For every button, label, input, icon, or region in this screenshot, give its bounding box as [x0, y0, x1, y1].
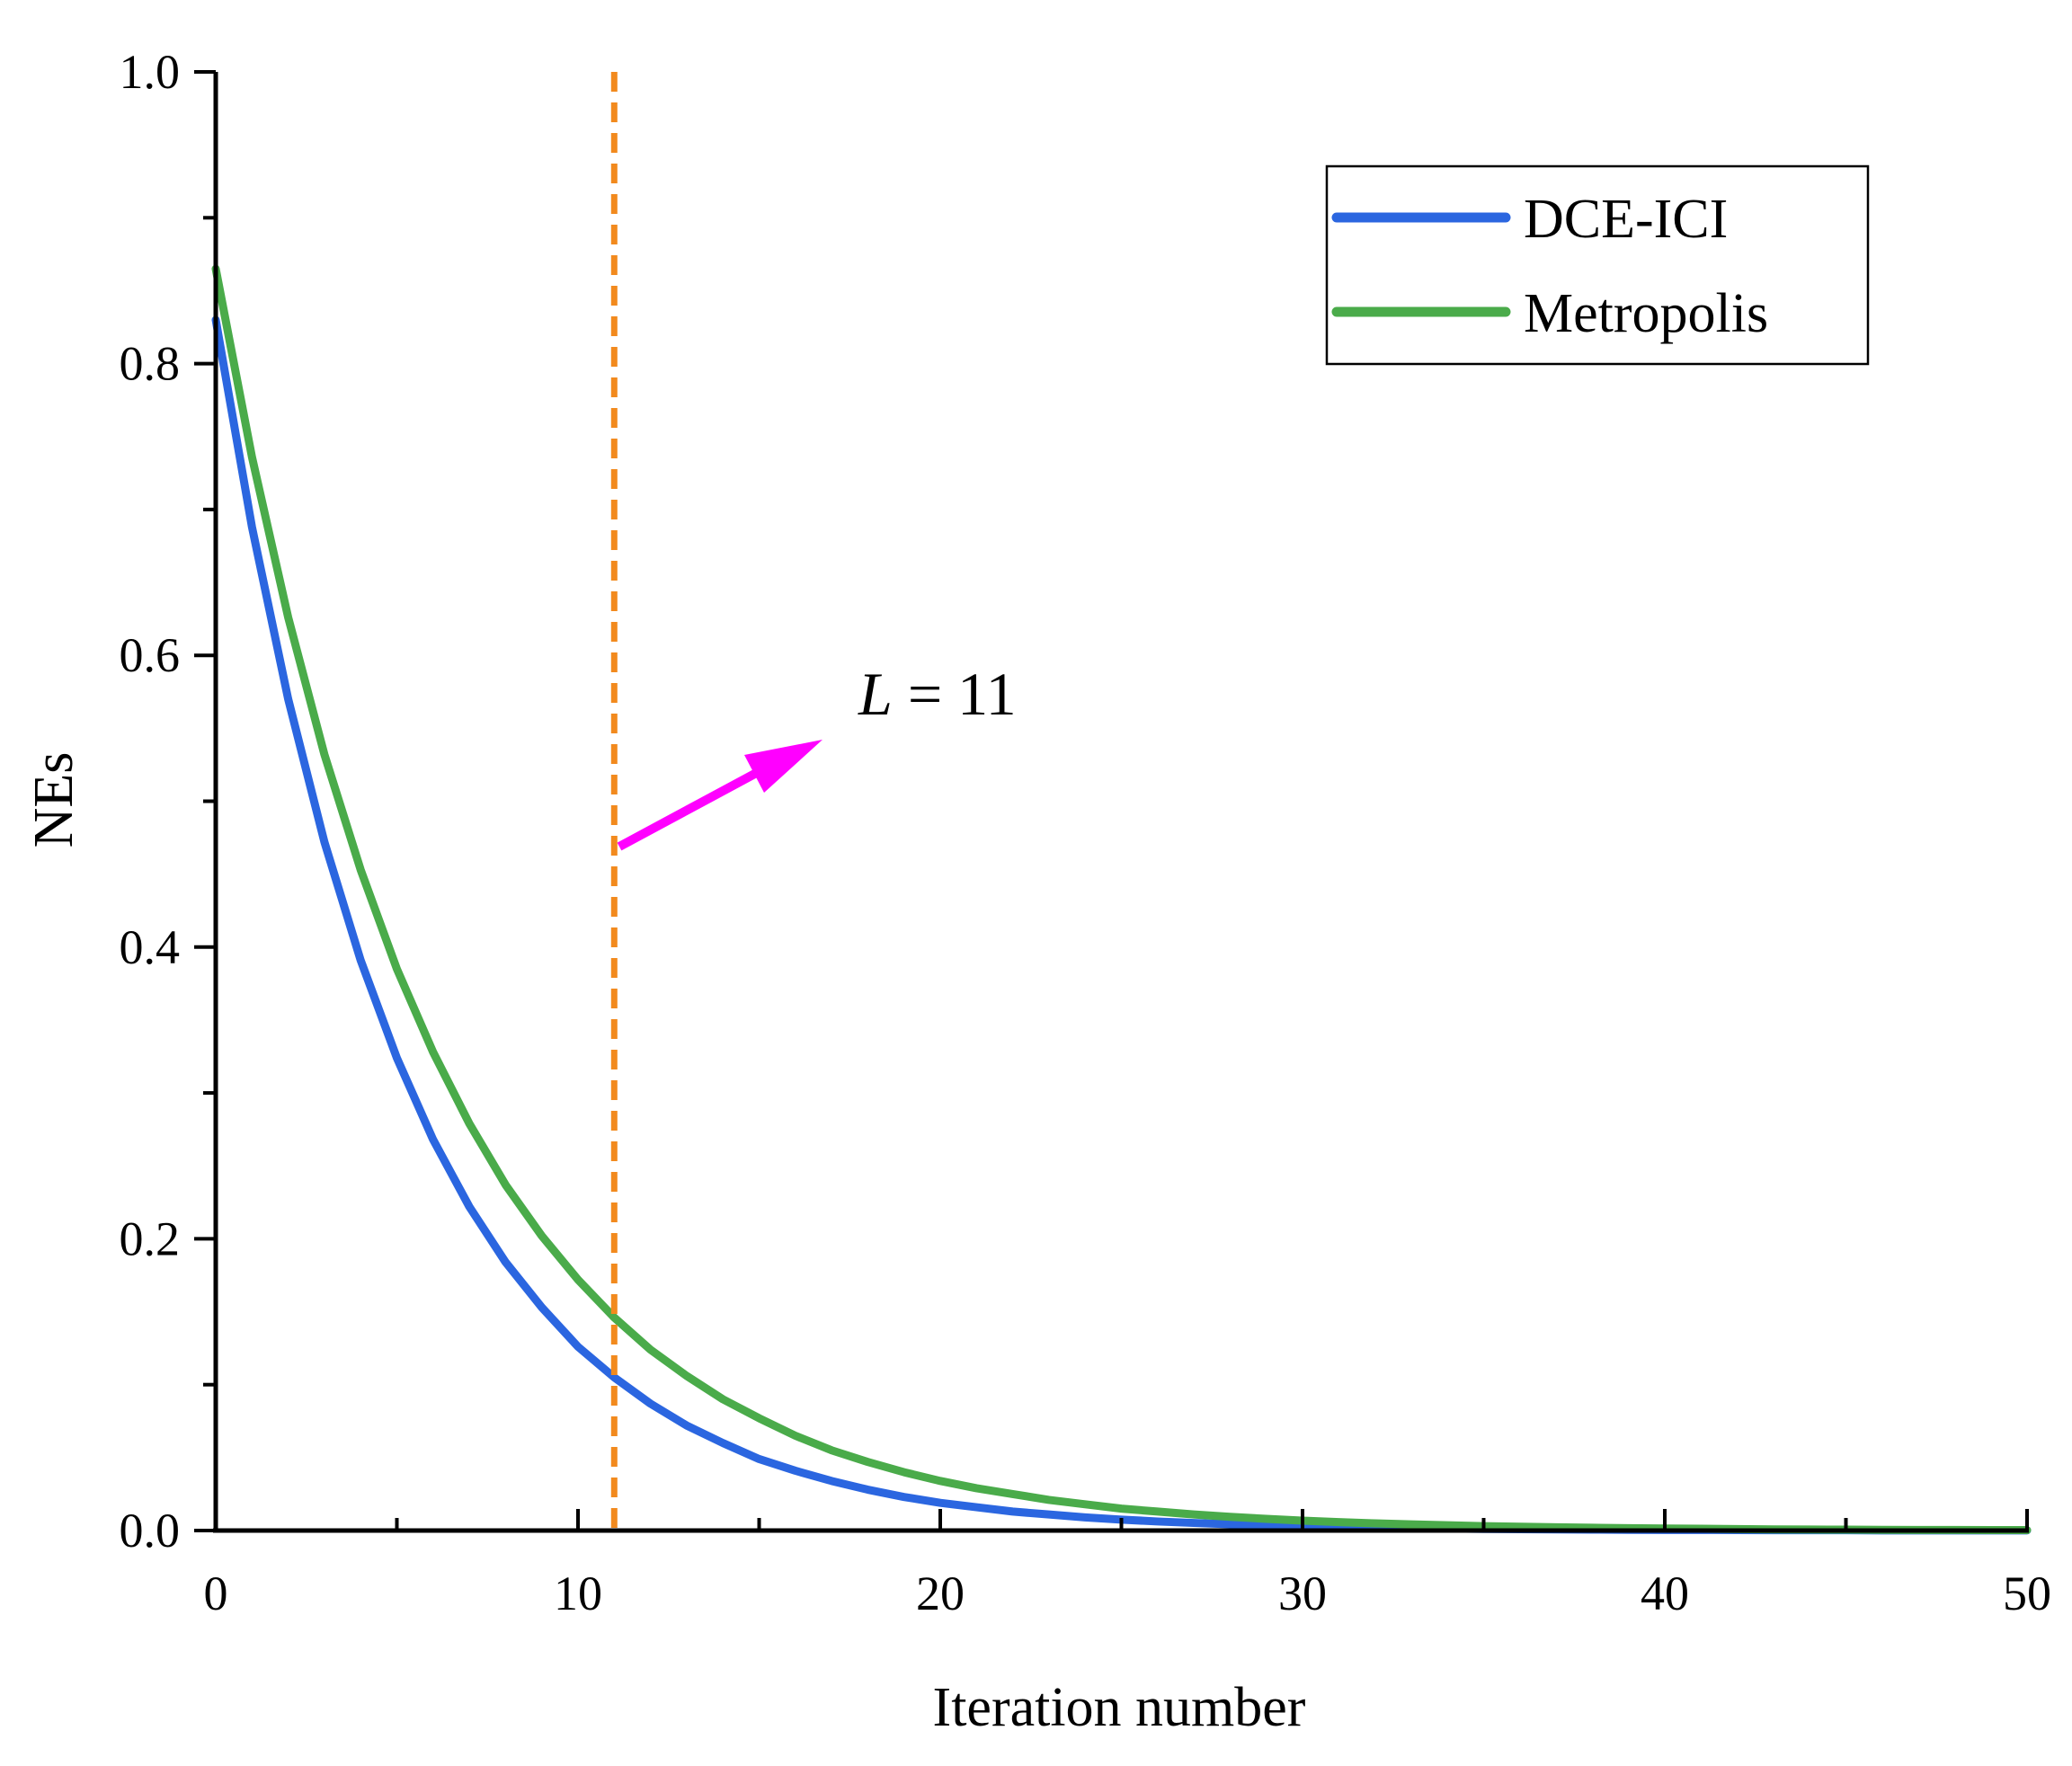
x-tick-label: 40 [1641, 1566, 1689, 1620]
x-axis-title: Iteration number [933, 1677, 1306, 1738]
ticks: 0 10 20 30 40 50 0.0 0.2 0.4 0.6 0.8 1.0 [120, 45, 2052, 1620]
annotation-arrow [617, 740, 823, 851]
series-layer [211, 264, 2032, 1535]
x-tick-label: 10 [554, 1566, 602, 1620]
y-tick-label: 0.8 [120, 337, 181, 391]
y-tick-label: 1.0 [120, 45, 181, 99]
y-tick-label: 0.6 [120, 628, 181, 682]
legend-box [1325, 164, 1870, 366]
y-axis-title: NEs [23, 752, 84, 848]
legend-label-metropolis: Metropolis [1524, 283, 1768, 344]
x-tick-label: 0 [204, 1566, 228, 1620]
series-line-dce-ici [211, 315, 2032, 1535]
legend: DCE-ICI Metropolis [1325, 164, 1870, 366]
annotation-label-value: = 11 [893, 660, 1017, 728]
arrow-head [744, 740, 823, 793]
x-tick-label: 50 [2003, 1566, 2051, 1620]
series-line-metropolis [211, 264, 2032, 1535]
legend-label-dce-ici: DCE-ICI [1524, 189, 1728, 250]
x-tick-label: 30 [1278, 1566, 1327, 1620]
annotation-label: L = 11 [858, 660, 1017, 728]
y-tick-label: 0.0 [120, 1504, 181, 1557]
arrow-shaft [617, 759, 776, 851]
x-tick-label: 20 [916, 1566, 965, 1620]
y-tick-label: 0.4 [120, 920, 181, 974]
annotation-label-l: L [858, 660, 893, 728]
y-tick-label: 0.2 [120, 1211, 181, 1265]
